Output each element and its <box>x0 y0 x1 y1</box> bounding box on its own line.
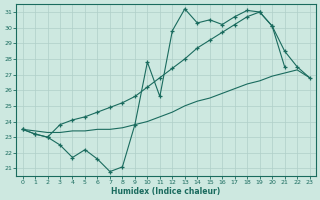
X-axis label: Humidex (Indice chaleur): Humidex (Indice chaleur) <box>111 187 221 196</box>
